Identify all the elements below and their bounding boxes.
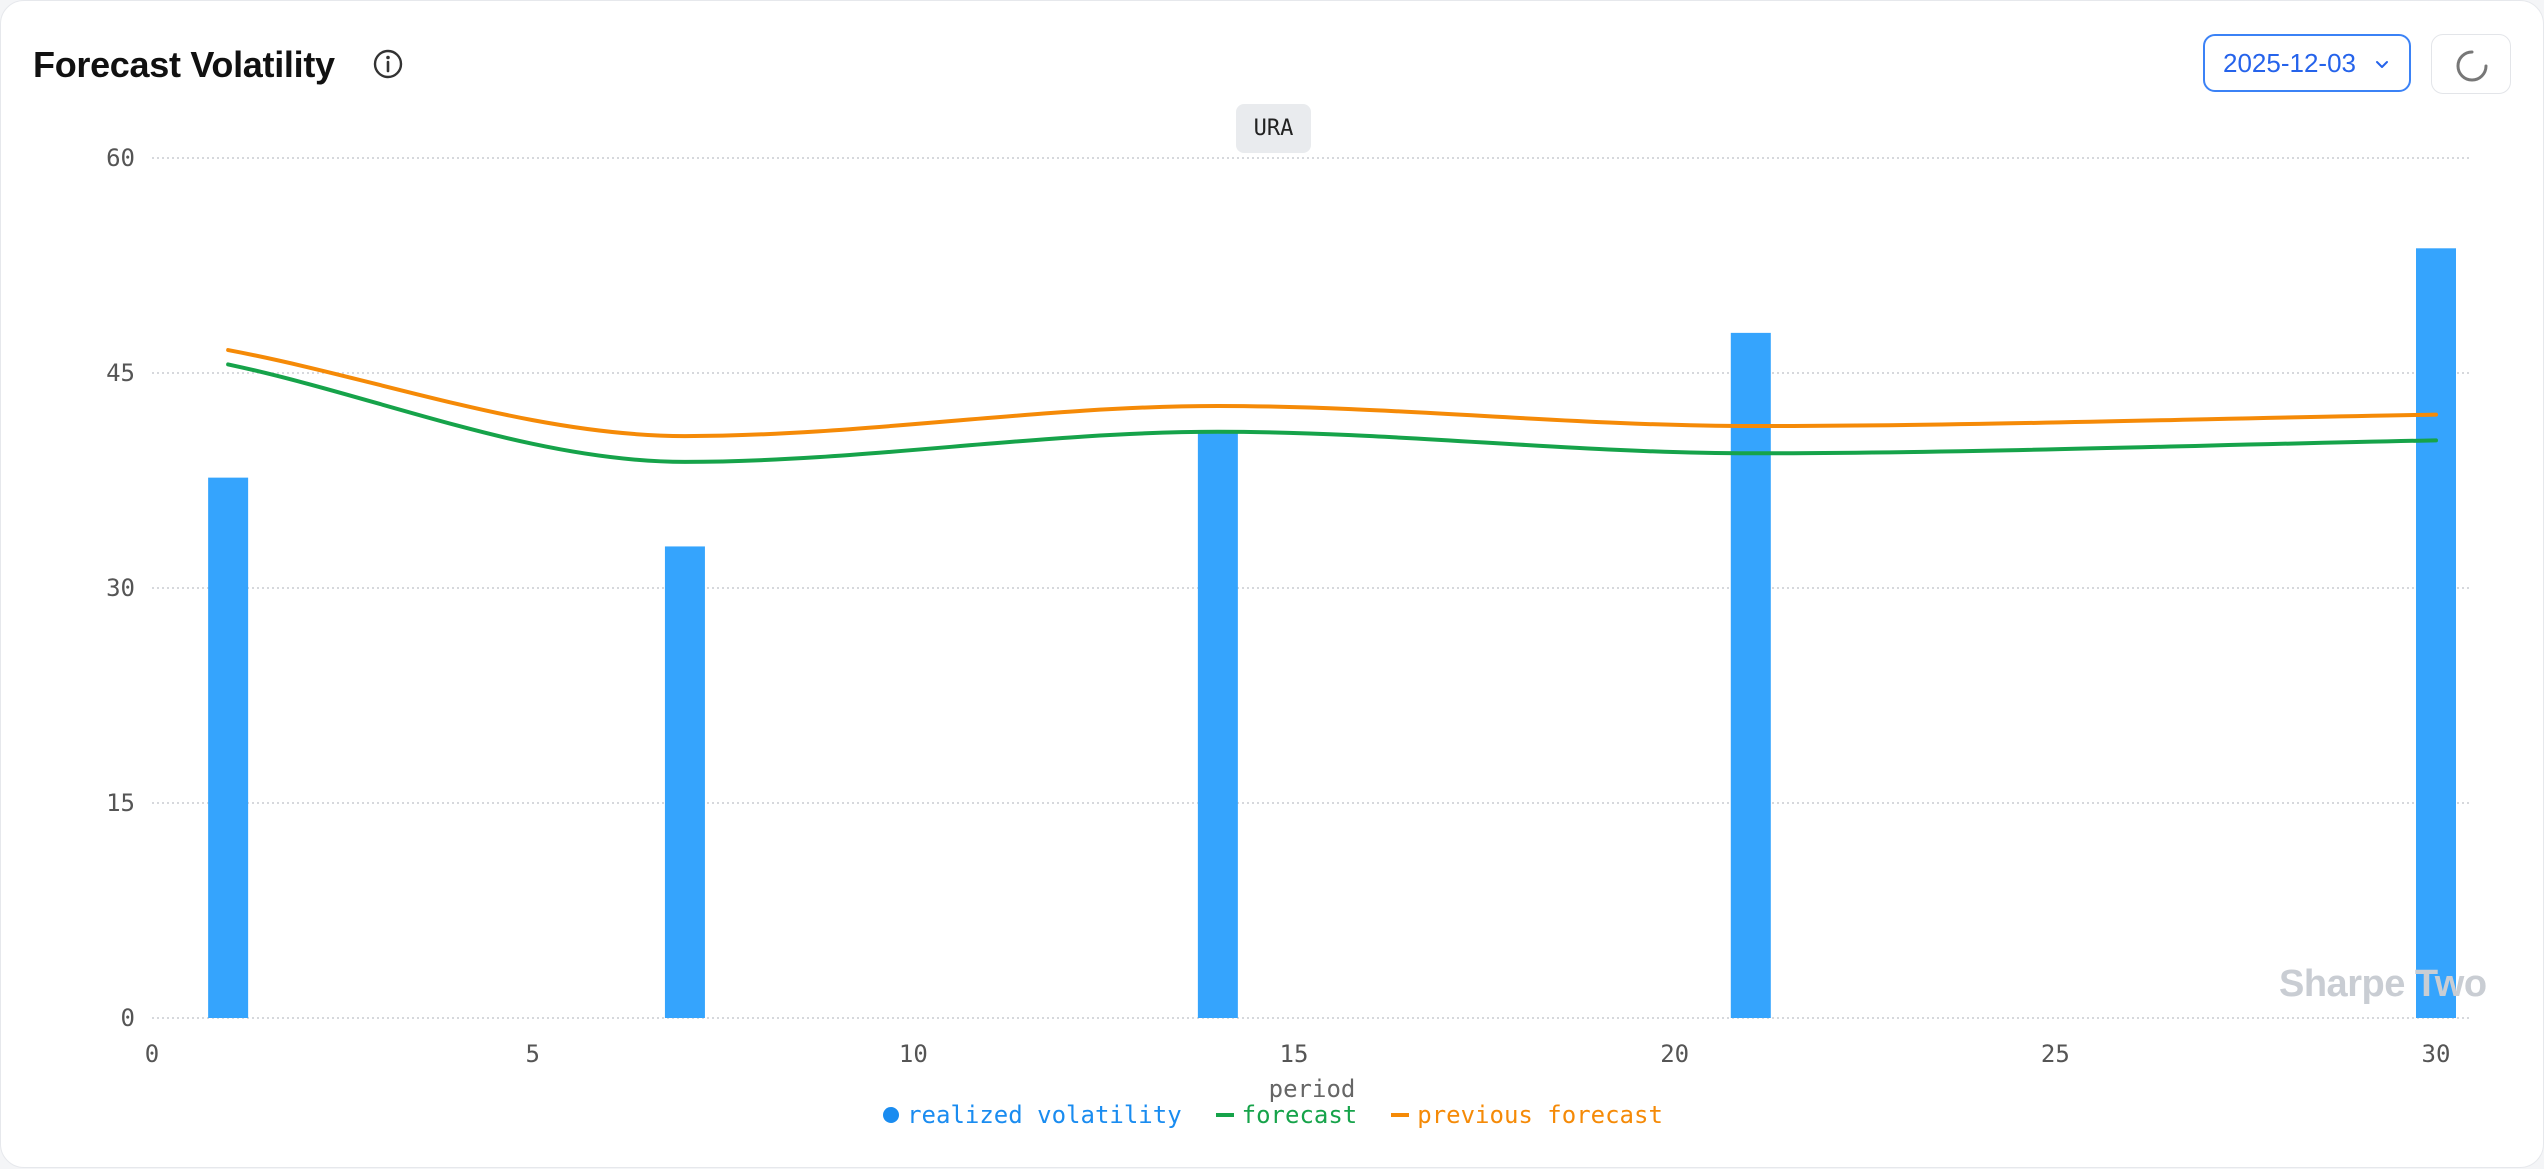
- realized-volatility-bar: [664, 546, 705, 1018]
- realized-volatility-bar: [1197, 430, 1238, 1018]
- legend-dot-realized: [883, 1107, 900, 1123]
- refresh-spinner-icon: [2456, 50, 2488, 82]
- realized-volatility-bar: [2416, 248, 2456, 1019]
- legend-label-previous: previous forecast: [1417, 1101, 1663, 1129]
- legend-item-realized-volatility[interactable]: realized volatility: [883, 1101, 1182, 1129]
- forecast-lines: [226, 348, 2438, 464]
- chart-legend: realized volatility forecast previous fo…: [1, 1101, 2544, 1129]
- y-tick-label: 45: [106, 359, 135, 387]
- x-tick-label: 0: [145, 1040, 159, 1068]
- info-circle-icon[interactable]: [371, 47, 405, 81]
- legend-label-forecast: forecast: [1241, 1101, 1358, 1129]
- legend-label-realized: realized volatility: [907, 1101, 1182, 1129]
- watermark-logo: Sharpe Two: [2279, 963, 2487, 1005]
- realized-volatility-bars: [208, 248, 2456, 1019]
- date-select[interactable]: 2025-12-03: [2203, 34, 2411, 92]
- realized-volatility-bar: [1730, 332, 1771, 1018]
- realized-volatility-bar: [208, 477, 249, 1019]
- chevron-down-icon: [2376, 61, 2388, 68]
- y-tick-label: 0: [121, 1004, 135, 1032]
- previous-forecast-line: [226, 348, 2438, 439]
- x-tick-label: 10: [899, 1040, 928, 1068]
- axis-ticks: 0 15 30 45 60 0 5 10 15 20 25 30: [106, 144, 2450, 1068]
- chart-grid: [152, 157, 2471, 1019]
- x-axis-label: period: [1269, 1075, 1356, 1103]
- y-tick-label: 60: [106, 144, 135, 172]
- symbol-badge: URA: [1236, 104, 1311, 153]
- x-tick-label: 15: [1280, 1040, 1309, 1068]
- x-tick-label: 5: [525, 1040, 539, 1068]
- x-tick-label: 30: [2422, 1040, 2451, 1068]
- legend-dash-previous: [1391, 1113, 1410, 1117]
- x-tick-label: 25: [2041, 1040, 2070, 1068]
- legend-item-forecast[interactable]: forecast: [1215, 1101, 1358, 1129]
- x-tick-label: 20: [1660, 1040, 1689, 1068]
- y-tick-label: 15: [106, 789, 135, 817]
- legend-item-previous-forecast[interactable]: previous forecast: [1391, 1101, 1663, 1129]
- refresh-button[interactable]: [2431, 34, 2511, 94]
- card-title: Forecast Volatility: [33, 44, 335, 85]
- forecast-line: [226, 362, 2438, 464]
- legend-dash-forecast: [1215, 1113, 1234, 1117]
- y-tick-label: 30: [106, 574, 135, 602]
- date-select-value: 2025-12-03: [2223, 47, 2356, 78]
